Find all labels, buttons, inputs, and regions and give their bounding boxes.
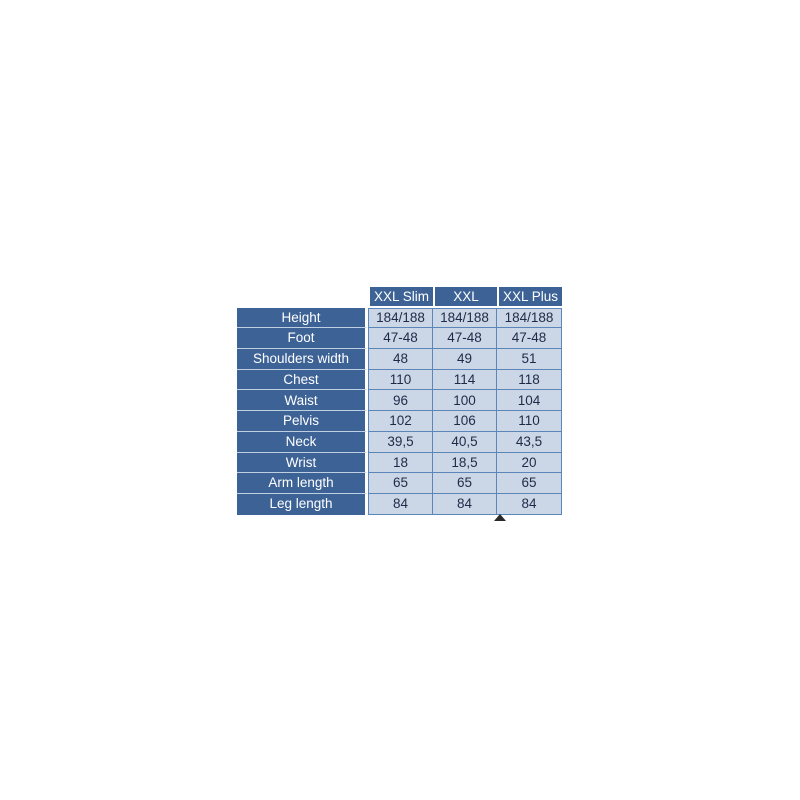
table-cell: 18 bbox=[368, 452, 433, 474]
table-cell: 47-48 bbox=[368, 328, 433, 350]
row-label: Neck bbox=[237, 431, 368, 453]
table-cell: 18,5 bbox=[433, 452, 497, 474]
table-cell: 104 bbox=[497, 390, 562, 412]
table-cell: 102 bbox=[368, 411, 433, 432]
table-cell: 96 bbox=[368, 390, 433, 412]
table-cell: 106 bbox=[433, 411, 497, 432]
table-cell: 65 bbox=[433, 473, 497, 494]
table-cell: 110 bbox=[368, 369, 433, 391]
row-label: Arm length bbox=[237, 473, 368, 494]
table-row: Shoulders width 48 49 51 bbox=[237, 349, 562, 370]
row-label: Foot bbox=[237, 328, 368, 350]
table-row: Height 184/188 184/188 184/188 bbox=[237, 307, 562, 329]
table-cell: 84 bbox=[433, 493, 497, 515]
table-cell: 40,5 bbox=[433, 431, 497, 453]
column-header: XXL Plus bbox=[497, 287, 562, 308]
table-cell: 100 bbox=[433, 390, 497, 412]
column-header: XXL Slim bbox=[368, 287, 433, 308]
table-row: Arm length 65 65 65 bbox=[237, 473, 562, 494]
table-cell: 49 bbox=[433, 349, 497, 370]
table-cell: 184/188 bbox=[497, 307, 562, 329]
table-cell: 84 bbox=[497, 493, 562, 515]
table-cell: 65 bbox=[368, 473, 433, 494]
row-label: Leg length bbox=[237, 493, 368, 515]
table-cell: 184/188 bbox=[433, 307, 497, 329]
table-cell: 51 bbox=[497, 349, 562, 370]
table-cell: 184/188 bbox=[368, 307, 433, 329]
table-row: Leg length 84 84 84 bbox=[237, 493, 562, 515]
cursor-triangle-icon bbox=[494, 514, 506, 521]
row-label: Height bbox=[237, 307, 368, 329]
header-row: XXL Slim XXL XXL Plus bbox=[237, 287, 562, 308]
table-cell: 84 bbox=[368, 493, 433, 515]
row-label: Wrist bbox=[237, 452, 368, 474]
row-label: Waist bbox=[237, 390, 368, 412]
size-chart-table: XXL Slim XXL XXL Plus Height 184/188 184… bbox=[237, 287, 562, 515]
table-row: Foot 47-48 47-48 47-48 bbox=[237, 328, 562, 350]
table-cell: 114 bbox=[433, 369, 497, 391]
table-cell: 118 bbox=[497, 369, 562, 391]
row-label: Shoulders width bbox=[237, 349, 368, 370]
table-cell: 110 bbox=[497, 411, 562, 432]
table-row: Wrist 18 18,5 20 bbox=[237, 452, 562, 474]
column-header: XXL bbox=[433, 287, 497, 308]
table-cell: 48 bbox=[368, 349, 433, 370]
table-cell: 39,5 bbox=[368, 431, 433, 453]
corner-cell bbox=[237, 287, 368, 308]
row-label: Chest bbox=[237, 369, 368, 391]
table-row: Pelvis 102 106 110 bbox=[237, 411, 562, 432]
table-cell: 47-48 bbox=[433, 328, 497, 350]
table-cell: 65 bbox=[497, 473, 562, 494]
table-row: Neck 39,5 40,5 43,5 bbox=[237, 431, 562, 453]
table-cell: 47-48 bbox=[497, 328, 562, 350]
row-label: Pelvis bbox=[237, 411, 368, 432]
table-row: Waist 96 100 104 bbox=[237, 390, 562, 412]
table-cell: 43,5 bbox=[497, 431, 562, 453]
table-row: Chest 110 114 118 bbox=[237, 369, 562, 391]
table-cell: 20 bbox=[497, 452, 562, 474]
